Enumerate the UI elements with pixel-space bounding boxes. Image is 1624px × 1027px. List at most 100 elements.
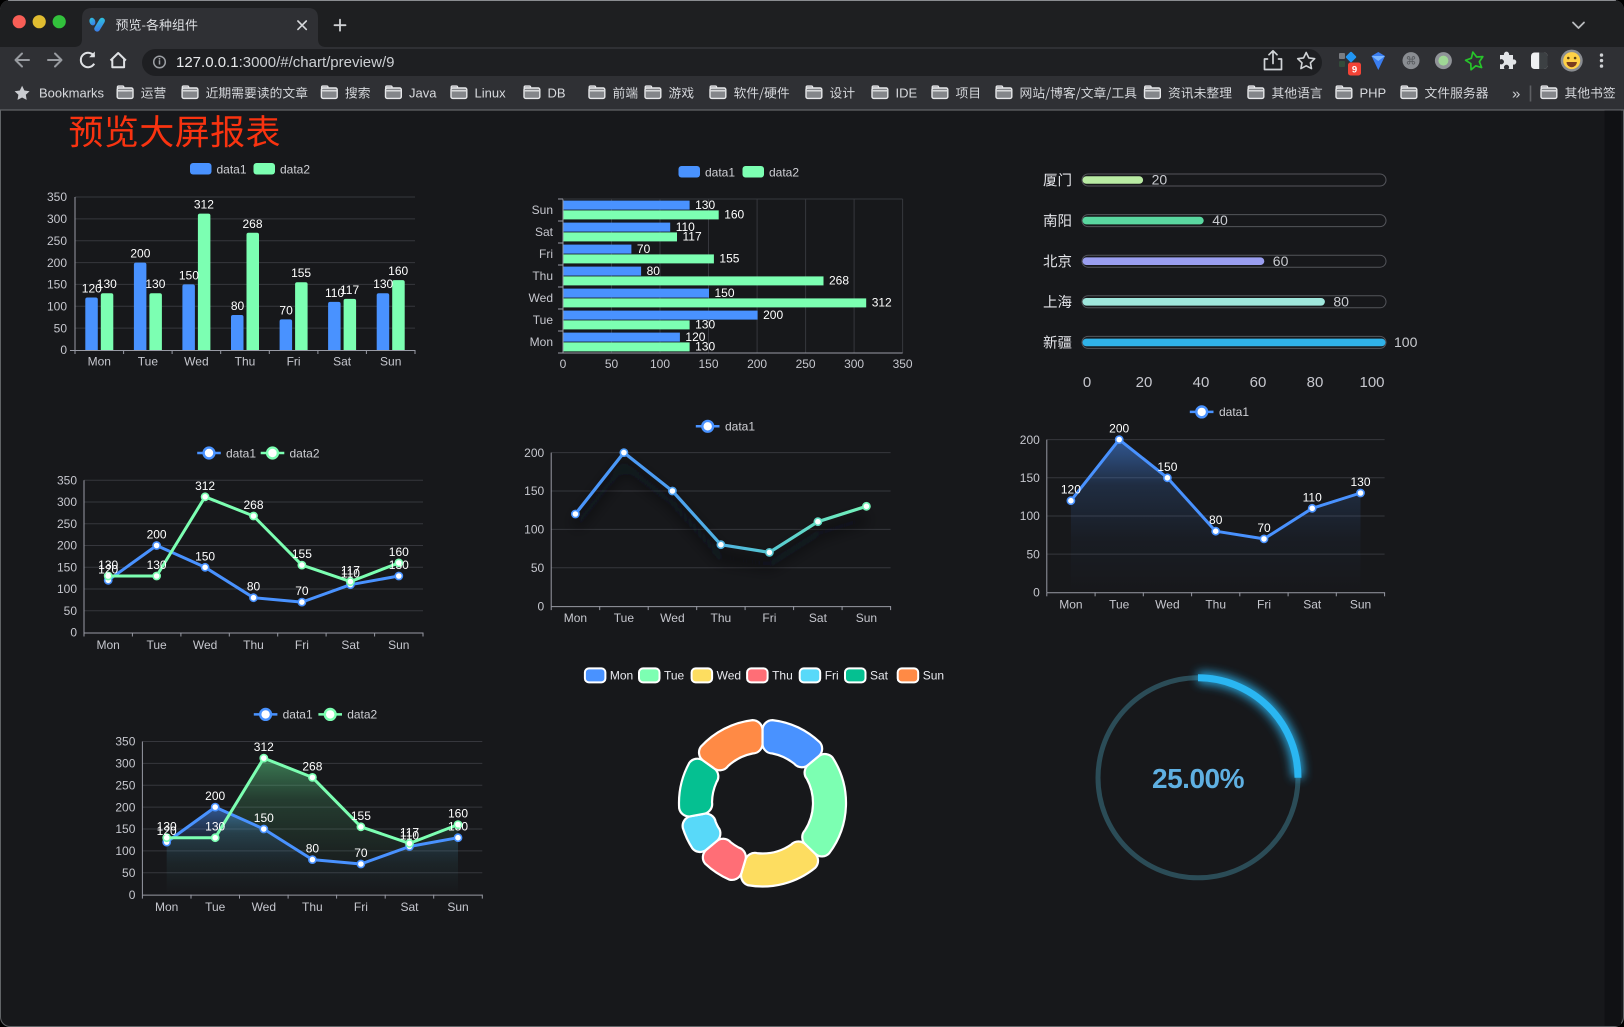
svg-text:130: 130 <box>695 198 715 212</box>
svg-text:350: 350 <box>57 474 77 488</box>
svg-text:200: 200 <box>1109 422 1129 436</box>
svg-text:100: 100 <box>47 300 67 314</box>
svg-text:100: 100 <box>115 844 135 858</box>
svg-text:70: 70 <box>354 846 368 860</box>
svg-text:0: 0 <box>129 888 136 902</box>
svg-text:Sat: Sat <box>341 638 360 652</box>
svg-text:0: 0 <box>560 357 567 371</box>
svg-text:Sat: Sat <box>1303 598 1322 612</box>
svg-text:200: 200 <box>147 528 167 542</box>
svg-text:Sun: Sun <box>856 611 877 625</box>
svg-text:200: 200 <box>1020 433 1040 447</box>
svg-text:110: 110 <box>325 286 344 300</box>
svg-text:268: 268 <box>829 274 849 288</box>
svg-text:Sun: Sun <box>388 638 409 652</box>
svg-text:20: 20 <box>1152 172 1168 188</box>
svg-text:120: 120 <box>685 330 705 344</box>
svg-text:110: 110 <box>400 829 419 843</box>
svg-text:data2: data2 <box>280 163 310 177</box>
svg-text:200: 200 <box>57 539 77 553</box>
svg-text:117: 117 <box>400 825 419 839</box>
svg-text:130: 130 <box>695 318 715 332</box>
svg-text:Sun: Sun <box>447 900 468 914</box>
svg-text:117: 117 <box>683 230 702 244</box>
svg-text:250: 250 <box>57 517 77 531</box>
svg-text:data1: data1 <box>217 163 247 177</box>
svg-text:DB: DB <box>548 85 566 100</box>
svg-text:Tue: Tue <box>533 313 554 327</box>
svg-text:Sun: Sun <box>923 669 944 683</box>
svg-text:Java: Java <box>409 85 437 100</box>
svg-text:9: 9 <box>1352 65 1357 76</box>
svg-text:Wed: Wed <box>660 611 684 625</box>
svg-text:250: 250 <box>796 357 816 371</box>
svg-text:data1: data1 <box>1219 405 1249 419</box>
svg-text:50: 50 <box>605 357 619 371</box>
svg-text:150: 150 <box>1157 460 1177 474</box>
svg-text:110: 110 <box>1303 490 1322 504</box>
svg-text:117: 117 <box>341 564 360 578</box>
svg-text:25.00%: 25.00% <box>1152 763 1245 794</box>
svg-text:268: 268 <box>302 759 322 773</box>
svg-text:130: 130 <box>98 558 118 572</box>
svg-text:Wed: Wed <box>252 900 276 914</box>
svg-text:150: 150 <box>115 822 135 836</box>
svg-text:Mon: Mon <box>97 638 120 652</box>
svg-text:0: 0 <box>60 343 67 357</box>
svg-text:data2: data2 <box>769 166 799 180</box>
svg-text:200: 200 <box>763 308 783 322</box>
svg-text:Sat: Sat <box>400 900 419 914</box>
svg-text:data1: data1 <box>725 420 755 434</box>
svg-text:312: 312 <box>194 198 214 212</box>
svg-text:268: 268 <box>242 217 262 231</box>
svg-text:80: 80 <box>1333 293 1349 309</box>
svg-text:70: 70 <box>637 242 651 256</box>
svg-text:Tue: Tue <box>614 611 635 625</box>
svg-text:70: 70 <box>279 303 293 317</box>
svg-text:Sun: Sun <box>532 203 553 217</box>
svg-text:Sat: Sat <box>870 669 889 683</box>
svg-text:40: 40 <box>1212 212 1228 228</box>
svg-text:Thu: Thu <box>302 900 323 914</box>
svg-text:130: 130 <box>1350 475 1370 489</box>
svg-text:Tue: Tue <box>205 900 226 914</box>
svg-text:Sat: Sat <box>535 225 554 239</box>
svg-text:155: 155 <box>292 547 312 561</box>
svg-text:Tue: Tue <box>664 669 685 683</box>
svg-text:300: 300 <box>47 212 67 226</box>
svg-text:150: 150 <box>254 811 274 825</box>
svg-text:130: 130 <box>389 558 409 572</box>
svg-text:data1: data1 <box>705 166 735 180</box>
svg-text:200: 200 <box>47 256 67 270</box>
svg-text:110: 110 <box>676 220 695 234</box>
svg-text:Fri: Fri <box>287 355 301 369</box>
svg-text:Mon: Mon <box>610 669 633 683</box>
svg-text:50: 50 <box>122 866 136 880</box>
svg-text:Thu: Thu <box>711 611 732 625</box>
svg-text:40: 40 <box>1193 374 1210 391</box>
svg-text:20: 20 <box>1136 374 1153 391</box>
svg-text:data2: data2 <box>290 446 320 460</box>
svg-text:312: 312 <box>872 296 892 310</box>
svg-text:200: 200 <box>524 446 544 460</box>
svg-text:350: 350 <box>893 357 913 371</box>
svg-text:Fri: Fri <box>295 638 309 652</box>
svg-text:Mon: Mon <box>530 335 553 349</box>
svg-text:130: 130 <box>205 820 225 834</box>
svg-text:150: 150 <box>57 561 77 575</box>
svg-text:120: 120 <box>98 562 118 576</box>
svg-text:160: 160 <box>389 545 409 559</box>
svg-text:200: 200 <box>115 800 135 814</box>
svg-text:150: 150 <box>524 484 544 498</box>
svg-text:130: 130 <box>145 277 165 291</box>
svg-text:150: 150 <box>698 357 718 371</box>
svg-text:Fri: Fri <box>539 247 553 261</box>
svg-text:155: 155 <box>291 266 311 280</box>
svg-text:Thu: Thu <box>243 638 264 652</box>
svg-text:Sat: Sat <box>333 355 352 369</box>
svg-text:350: 350 <box>47 190 67 204</box>
svg-text:Fri: Fri <box>825 669 839 683</box>
svg-text:Tue: Tue <box>1109 598 1130 612</box>
svg-text:50: 50 <box>1026 547 1040 561</box>
svg-text:160: 160 <box>724 208 744 222</box>
